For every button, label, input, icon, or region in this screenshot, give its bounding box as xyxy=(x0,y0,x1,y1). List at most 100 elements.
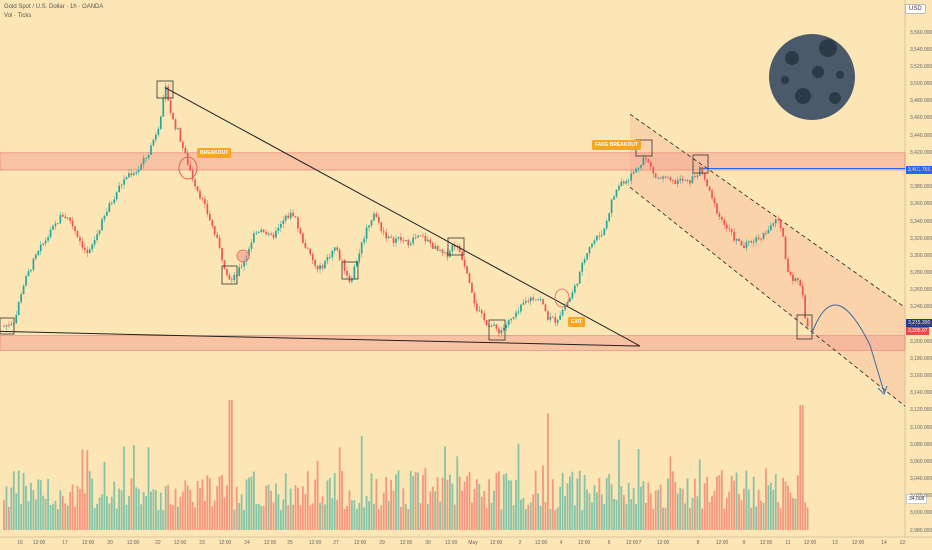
volume-indicator-label[interactable]: Vol · Ticks xyxy=(4,13,32,19)
candle-body xyxy=(88,249,91,254)
candle-body xyxy=(140,164,143,170)
candle-body xyxy=(341,259,343,261)
candle-body xyxy=(346,270,348,276)
candle-body xyxy=(476,303,478,311)
currency-tag[interactable]: USD xyxy=(905,4,926,14)
candle-body xyxy=(15,314,18,324)
volume-bar xyxy=(230,400,233,530)
volume-bar xyxy=(539,505,542,530)
exit-annotation[interactable]: EXIT xyxy=(568,317,586,327)
candle-body xyxy=(297,217,299,229)
x-tick-label: 30 xyxy=(425,540,431,546)
volume-bar xyxy=(289,488,292,530)
candle-body xyxy=(311,254,314,261)
candle-body xyxy=(618,185,620,190)
volume-bar xyxy=(801,405,804,530)
volume-bar xyxy=(324,504,326,530)
volume-bar xyxy=(20,503,23,530)
candle-body xyxy=(35,254,37,259)
volume-bar xyxy=(267,484,270,530)
volume-bar xyxy=(566,483,569,530)
volume-bar xyxy=(583,474,586,530)
candle-body xyxy=(623,181,625,184)
volume-bar xyxy=(294,485,297,530)
candle-body xyxy=(221,247,223,261)
y-tick-label: 2,980.000 xyxy=(910,527,932,534)
candle-body xyxy=(370,220,373,226)
volume-bar xyxy=(507,480,510,530)
breakout-annotation[interactable]: BREAKOUT xyxy=(197,148,232,158)
volume-bar xyxy=(436,477,439,530)
candle-body xyxy=(544,304,547,312)
candle-body xyxy=(441,249,444,253)
volume-bar xyxy=(522,497,525,530)
symbol-title[interactable]: Gold Spot / U.S. Dollar · 1h · OANDA xyxy=(4,4,104,10)
y-tick-label: 3,500.000 xyxy=(910,81,932,88)
volume-bar xyxy=(76,485,79,530)
volume-bar xyxy=(218,476,221,530)
candle-body xyxy=(593,240,596,244)
volume-bar xyxy=(284,473,287,530)
volume-bar xyxy=(240,494,243,530)
y-tick-label: 3,220.000 xyxy=(910,321,932,328)
volume-bar xyxy=(270,490,272,530)
candle-body xyxy=(54,223,57,226)
x-tick-label: 23 xyxy=(199,540,205,546)
x-tick-label: 12:00 xyxy=(577,540,591,546)
volume-bar xyxy=(64,503,67,530)
volume-bar xyxy=(608,473,611,530)
candle-body xyxy=(353,266,356,279)
candle-body xyxy=(191,170,194,180)
candle-body xyxy=(799,280,802,286)
x-tick-label: 12:00 xyxy=(656,540,670,546)
x-tick-label: 16 xyxy=(17,540,23,546)
candle-body xyxy=(147,154,150,158)
candle-body xyxy=(414,237,417,239)
candle-body xyxy=(257,231,260,233)
candle-body xyxy=(321,265,324,269)
candle-body xyxy=(3,326,5,328)
volume-bar xyxy=(698,459,701,530)
candle-body xyxy=(226,269,228,275)
candle-body xyxy=(135,171,138,174)
volume-bar xyxy=(613,498,615,530)
fake-breakout-annotation[interactable]: FAKE BREAKOUT xyxy=(592,140,642,150)
candle-body xyxy=(66,217,69,219)
volume-bar xyxy=(34,499,37,530)
volume-bar xyxy=(630,499,633,530)
candle-body xyxy=(461,251,463,260)
candle-body xyxy=(172,112,174,120)
candle-body xyxy=(47,237,49,241)
candle-body xyxy=(471,282,473,293)
y-tick-label: 3,100.000 xyxy=(910,424,932,431)
candle-body xyxy=(267,233,270,235)
x-tick-label: 6 xyxy=(607,540,611,546)
candle-body xyxy=(115,192,118,200)
candle-body xyxy=(730,229,733,232)
volume-bar xyxy=(277,494,280,530)
volume-bar xyxy=(458,476,461,530)
volume-bar xyxy=(331,498,334,530)
volume-bar xyxy=(414,471,417,530)
volume-bar xyxy=(596,492,598,530)
volume-bar xyxy=(429,491,432,530)
volume-bar xyxy=(228,400,231,530)
candle-body xyxy=(358,253,361,262)
candle-body xyxy=(620,181,623,186)
volume-bar xyxy=(723,508,726,530)
volume-bar xyxy=(382,492,385,530)
candle-body xyxy=(725,224,728,229)
volume-bar xyxy=(804,502,807,530)
volume-bar xyxy=(701,508,704,530)
candle-body xyxy=(250,242,253,249)
candle-body xyxy=(551,316,554,318)
candle-body xyxy=(772,223,775,226)
volume-bar xyxy=(534,470,537,530)
candle-body xyxy=(294,216,297,218)
volume-bar xyxy=(412,476,415,530)
volume-bar xyxy=(652,508,655,530)
y-tick-label: 3,380.000 xyxy=(910,184,932,191)
candle-body xyxy=(556,319,559,323)
candle-body xyxy=(588,247,591,254)
